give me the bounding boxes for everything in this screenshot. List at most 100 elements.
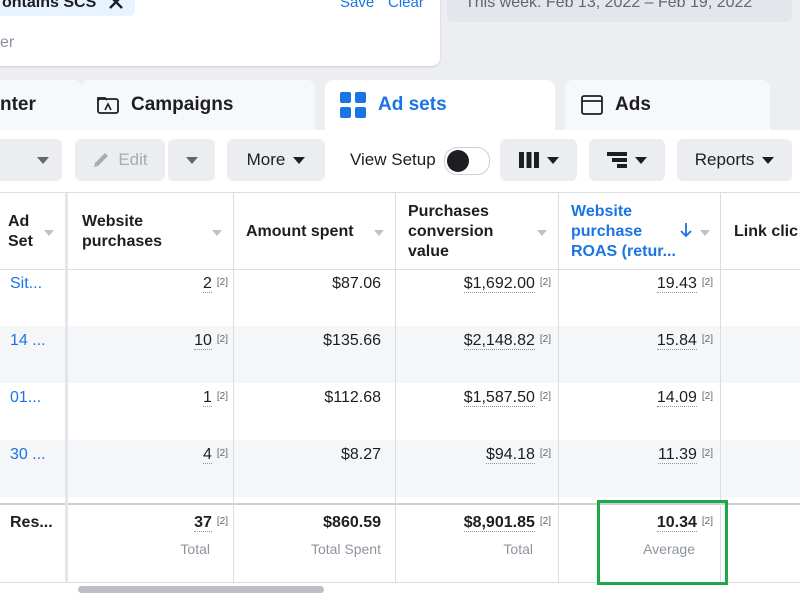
edit-label: Edit <box>118 150 148 169</box>
scrollbar[interactable] <box>78 586 324 593</box>
column-divider <box>233 193 234 582</box>
close-icon[interactable] <box>108 0 124 10</box>
footnote: [2] <box>539 334 551 345</box>
cell-value: $1,692.00 <box>463 275 535 293</box>
campaigns-icon <box>97 97 119 114</box>
cell-value: $135.66 <box>323 332 381 349</box>
sort-caret <box>700 230 710 236</box>
tab[interactable]: nter <box>0 80 82 130</box>
reports-button[interactable]: Reports <box>677 139 792 181</box>
tab[interactable]: Campaigns <box>82 80 315 130</box>
table-cell: $87.06 <box>332 275 381 293</box>
tab-active[interactable]: Ad sets <box>325 80 555 130</box>
column-divider <box>558 193 559 582</box>
create-button[interactable] <box>0 139 62 181</box>
column-divider <box>395 193 396 582</box>
tab-label: Ads <box>615 94 651 115</box>
cell-value: 15.84 <box>656 332 697 350</box>
more-button[interactable]: More <box>227 139 325 181</box>
cell-value: 10 <box>194 332 212 350</box>
ad-set-name: Sit... <box>10 275 43 292</box>
cell-value: 14.09 <box>656 389 697 407</box>
table-cell: 15.84 [2] <box>656 332 713 350</box>
footnote: [2] <box>216 277 228 288</box>
ads-icon <box>581 95 603 115</box>
footnote: [2] <box>701 448 713 459</box>
column-header[interactable]: Link clic <box>734 223 799 240</box>
column-header[interactable]: Website purchases <box>82 213 163 250</box>
clear-link[interactable]: Clear <box>388 0 424 11</box>
summary-caption: Average <box>643 541 695 557</box>
cell-value: 4 <box>202 446 212 464</box>
columns-icon <box>518 152 539 168</box>
summary-border <box>0 503 800 505</box>
tab-label: Ad sets <box>378 94 447 115</box>
cell-value: $8.27 <box>340 446 381 463</box>
tab[interactable]: Ads <box>565 80 770 130</box>
footnote: [2] <box>216 334 228 345</box>
filter-placeholder[interactable]: er <box>0 34 15 51</box>
summary-value: 37 <box>194 514 212 532</box>
sort-caret <box>374 230 384 236</box>
tab-label: nter <box>0 94 36 115</box>
row-band <box>0 440 800 497</box>
more-label: More <box>246 150 286 169</box>
pencil-icon <box>94 153 109 167</box>
table-cell: 2 [2] <box>202 275 228 293</box>
edit-button[interactable]: Edit <box>75 139 165 181</box>
footnote: [2] <box>701 334 713 345</box>
table-cell: 10 [2] <box>194 332 228 350</box>
filter-card: ontains SCS Save Clear er <box>0 0 440 66</box>
save-link[interactable]: Save <box>340 0 375 11</box>
table-cell: 19.43 [2] <box>656 275 713 293</box>
footnote: [2] <box>539 448 551 459</box>
summary-value: $8,901.85 <box>463 514 535 532</box>
summary-caption: Total <box>503 541 533 557</box>
ad-set-name: 14 ... <box>10 332 46 349</box>
table-cell: $2,148.82 [2] <box>463 332 551 350</box>
sort-caret <box>537 230 547 236</box>
breakdown-button[interactable] <box>589 139 665 181</box>
footnote: [2] <box>539 277 551 288</box>
sort-caret <box>44 230 54 236</box>
table-cell: 4 [2] <box>202 446 228 464</box>
highlight-box <box>597 500 728 585</box>
date-picker[interactable] <box>447 0 792 22</box>
view-setup-toggle[interactable] <box>444 147 490 175</box>
ad-set-name: 01... <box>10 389 42 406</box>
reports-label: Reports <box>694 150 755 169</box>
columns-button[interactable] <box>500 139 577 181</box>
footnote: [2] <box>701 516 713 527</box>
column-divider <box>65 193 68 582</box>
tab-label: Campaigns <box>131 94 234 115</box>
table-cell: 14.09 [2] <box>656 389 713 407</box>
filter-chip[interactable] <box>0 0 135 16</box>
filter-chip-text: ontains SCS <box>2 0 97 11</box>
table-cell: $1,692.00 [2] <box>463 275 551 293</box>
row-band <box>0 326 800 383</box>
sort-caret <box>212 230 222 236</box>
view-setup-label: View Setup <box>350 150 436 169</box>
cell-value: 19.43 <box>656 275 697 293</box>
column-header-sorted[interactable]: Website purchase ROAS (retur... <box>571 203 676 260</box>
column-header[interactable]: Amount spent <box>246 223 354 240</box>
summary-cell: $8,901.85 [2] <box>463 514 551 532</box>
footnote: [2] <box>216 391 228 402</box>
summary-caption: Total Spent <box>310 541 381 557</box>
date-range: This week: Feb 13, 2022 – Feb 19, 2022 <box>465 0 753 11</box>
column-header[interactable]: Ad Set <box>8 213 33 250</box>
header-border <box>0 269 800 270</box>
cell-value: $87.06 <box>332 275 381 292</box>
footnote: [2] <box>701 277 713 288</box>
table-cell: $94.18 [2] <box>485 446 551 464</box>
summary-cell: $860.59 <box>323 514 381 532</box>
edit-dropdown[interactable] <box>168 139 215 181</box>
column-header[interactable]: Purchases conversion value <box>408 203 494 260</box>
breakdown-icon <box>607 152 627 168</box>
table-cell: $112.68 <box>324 389 381 407</box>
ad-set-name: 30 ... <box>10 446 46 463</box>
table-bottom-border <box>0 582 800 583</box>
footnote: [2] <box>216 448 228 459</box>
table-cell: $8.27 <box>341 446 381 464</box>
